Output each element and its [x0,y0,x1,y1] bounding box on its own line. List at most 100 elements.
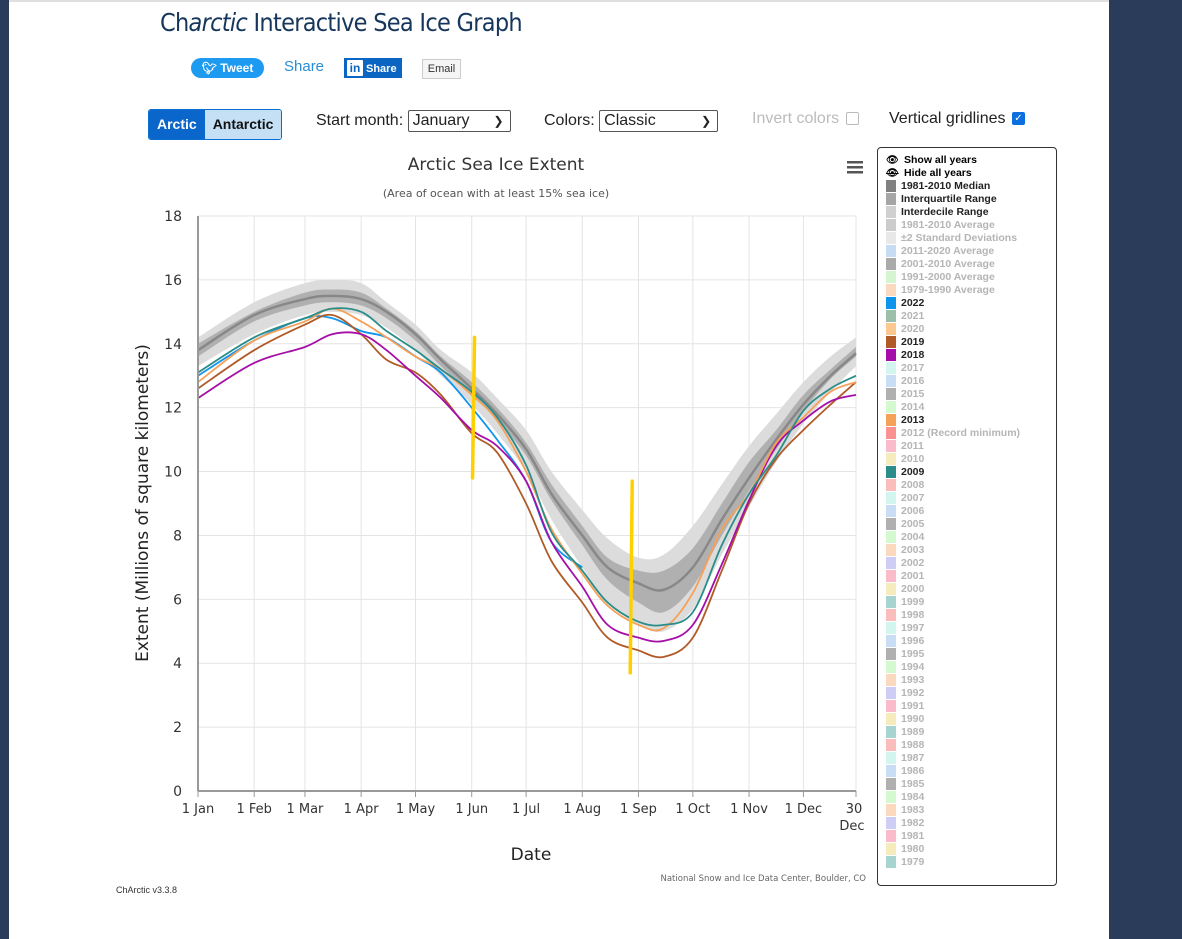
legend-item[interactable]: 2002 [886,557,924,570]
legend-label: Interdecile Range [901,206,989,218]
legend-item[interactable]: 1995 [886,648,924,661]
legend-item[interactable]: 1986 [886,765,924,778]
legend-item[interactable]: 2011 [886,440,924,453]
legend-item[interactable]: 2011-2020 Average [886,245,994,258]
legend-item[interactable]: 2022 [886,297,924,310]
linkedin-icon: in [347,60,363,76]
legend-item[interactable]: 2013 [886,414,924,427]
legend-item[interactable]: 1979 [886,856,924,869]
legend-item[interactable]: 1980 [886,843,924,856]
legend-item[interactable]: 2008 [886,479,924,492]
email-button[interactable]: Email [422,59,461,79]
page-title: Charctic Interactive Sea Ice Graph [160,8,523,37]
legend-item[interactable]: 2006 [886,505,924,518]
legend-swatch [886,271,896,283]
legend-item[interactable]: 1979-1990 Average [886,284,995,297]
legend-item[interactable]: 2010 [886,453,924,466]
antarctic-tab[interactable]: Antarctic [204,110,282,139]
legend-label: 1989 [901,726,925,738]
legend-item[interactable]: 1991-2000 Average [886,271,995,284]
start-month-select[interactable]: January ❯ [407,110,511,132]
legend-swatch [886,245,896,257]
legend-item[interactable]: 1993 [886,674,924,687]
legend-item[interactable]: 2020 [886,323,924,336]
legend-label: 2009 [901,466,925,478]
legend-item[interactable]: 2000 [886,583,924,596]
legend-item[interactable]: 1996 [886,635,924,648]
show-all-label: Show all years [904,154,977,166]
x-tick-label: 1 Sep [620,802,657,817]
legend-item[interactable]: 2018 [886,349,924,362]
legend-swatch [886,310,896,322]
tweet-button[interactable]: 🐦︎ Tweet [191,58,264,78]
legend-item[interactable]: 1991 [886,700,924,713]
tweet-label: Tweet [220,61,254,75]
legend-label: 1992 [901,687,925,699]
legend-label: 1994 [901,661,925,673]
legend-item[interactable]: 2009 [886,466,924,479]
legend-item[interactable]: 1989 [886,726,924,739]
legend-label: 1988 [901,739,925,751]
legend-item[interactable]: 1992 [886,687,924,700]
legend-swatch [886,726,896,738]
legend-item[interactable]: 2012 (Record minimum) [886,427,1020,440]
share-link[interactable]: Share [284,58,325,75]
legend-item[interactable]: ±2 Standard Deviations [886,232,1017,245]
series-line-2009 [197,307,857,627]
legend-item[interactable]: 1994 [886,661,924,674]
legend-item[interactable]: 1987 [886,752,924,765]
legend-item[interactable]: 1990 [886,713,924,726]
start-month-label: Start month: [316,112,404,130]
legend-item[interactable]: 1999 [886,596,924,609]
legend-item[interactable]: 2015 [886,388,924,401]
legend-item[interactable]: 2016 [886,375,924,388]
legend-item[interactable]: 1997 [886,622,924,635]
legend-swatch [886,258,896,270]
legend-swatch [886,453,896,465]
hamburger-menu-icon[interactable] [847,161,863,174]
legend-item[interactable]: 2021 [886,310,924,323]
y-tick-label: 16 [164,273,182,289]
legend-swatch [886,843,896,855]
legend-swatch [886,349,896,361]
arctic-tab[interactable]: Arctic [149,110,205,139]
legend-item[interactable]: 2014 [886,401,924,414]
colors-label: Colors: [544,112,595,130]
y-tick-label: 4 [173,656,182,672]
hide-all-years-button[interactable]: 👁︎ Hide all years [886,167,972,180]
legend-swatch [886,830,896,842]
legend-item[interactable]: 2001-2010 Average [886,258,995,271]
version-label: ChArctic v3.3.8 [116,885,178,895]
legend-item[interactable]: 2004 [886,531,924,544]
legend-item[interactable]: 2007 [886,492,924,505]
legend-item[interactable]: 1981 [886,830,924,843]
legend-item[interactable]: 2001 [886,570,924,583]
legend-item[interactable]: 1982 [886,817,924,830]
legend-item[interactable]: 2003 [886,544,924,557]
legend-item[interactable]: 1981-2010 Median [886,180,990,193]
legend-item[interactable]: Interdecile Range [886,206,989,219]
legend-item[interactable]: 1983 [886,804,924,817]
y-tick-label: 0 [173,784,182,800]
legend-item[interactable]: 2017 [886,362,924,375]
linkedin-share-button[interactable]: in Share [344,58,402,78]
legend-item[interactable]: 1981-2010 Average [886,219,995,232]
legend-item[interactable]: 1998 [886,609,924,622]
show-all-years-button[interactable]: 👁︎ Show all years [886,154,977,167]
legend-swatch [886,492,896,504]
invert-colors-checkbox[interactable] [845,112,859,126]
legend-item[interactable]: Interquartile Range [886,193,997,206]
legend-item[interactable]: 2005 [886,518,924,531]
legend-swatch [886,375,896,387]
eye-icon: 👁︎ [886,155,899,166]
legend-item[interactable]: 1985 [886,778,924,791]
legend-label: 2007 [901,492,925,504]
legend-item[interactable]: 1988 [886,739,924,752]
series-lines [197,294,857,659]
legend-item[interactable]: 1984 [886,791,924,804]
vertical-gridlines-checkbox[interactable]: ✓ [1011,112,1025,126]
colors-select[interactable]: Classic ❯ [599,110,719,132]
legend-label: 2015 [901,388,925,400]
y-tick-label: 6 [173,592,182,608]
legend-item[interactable]: 2019 [886,336,924,349]
